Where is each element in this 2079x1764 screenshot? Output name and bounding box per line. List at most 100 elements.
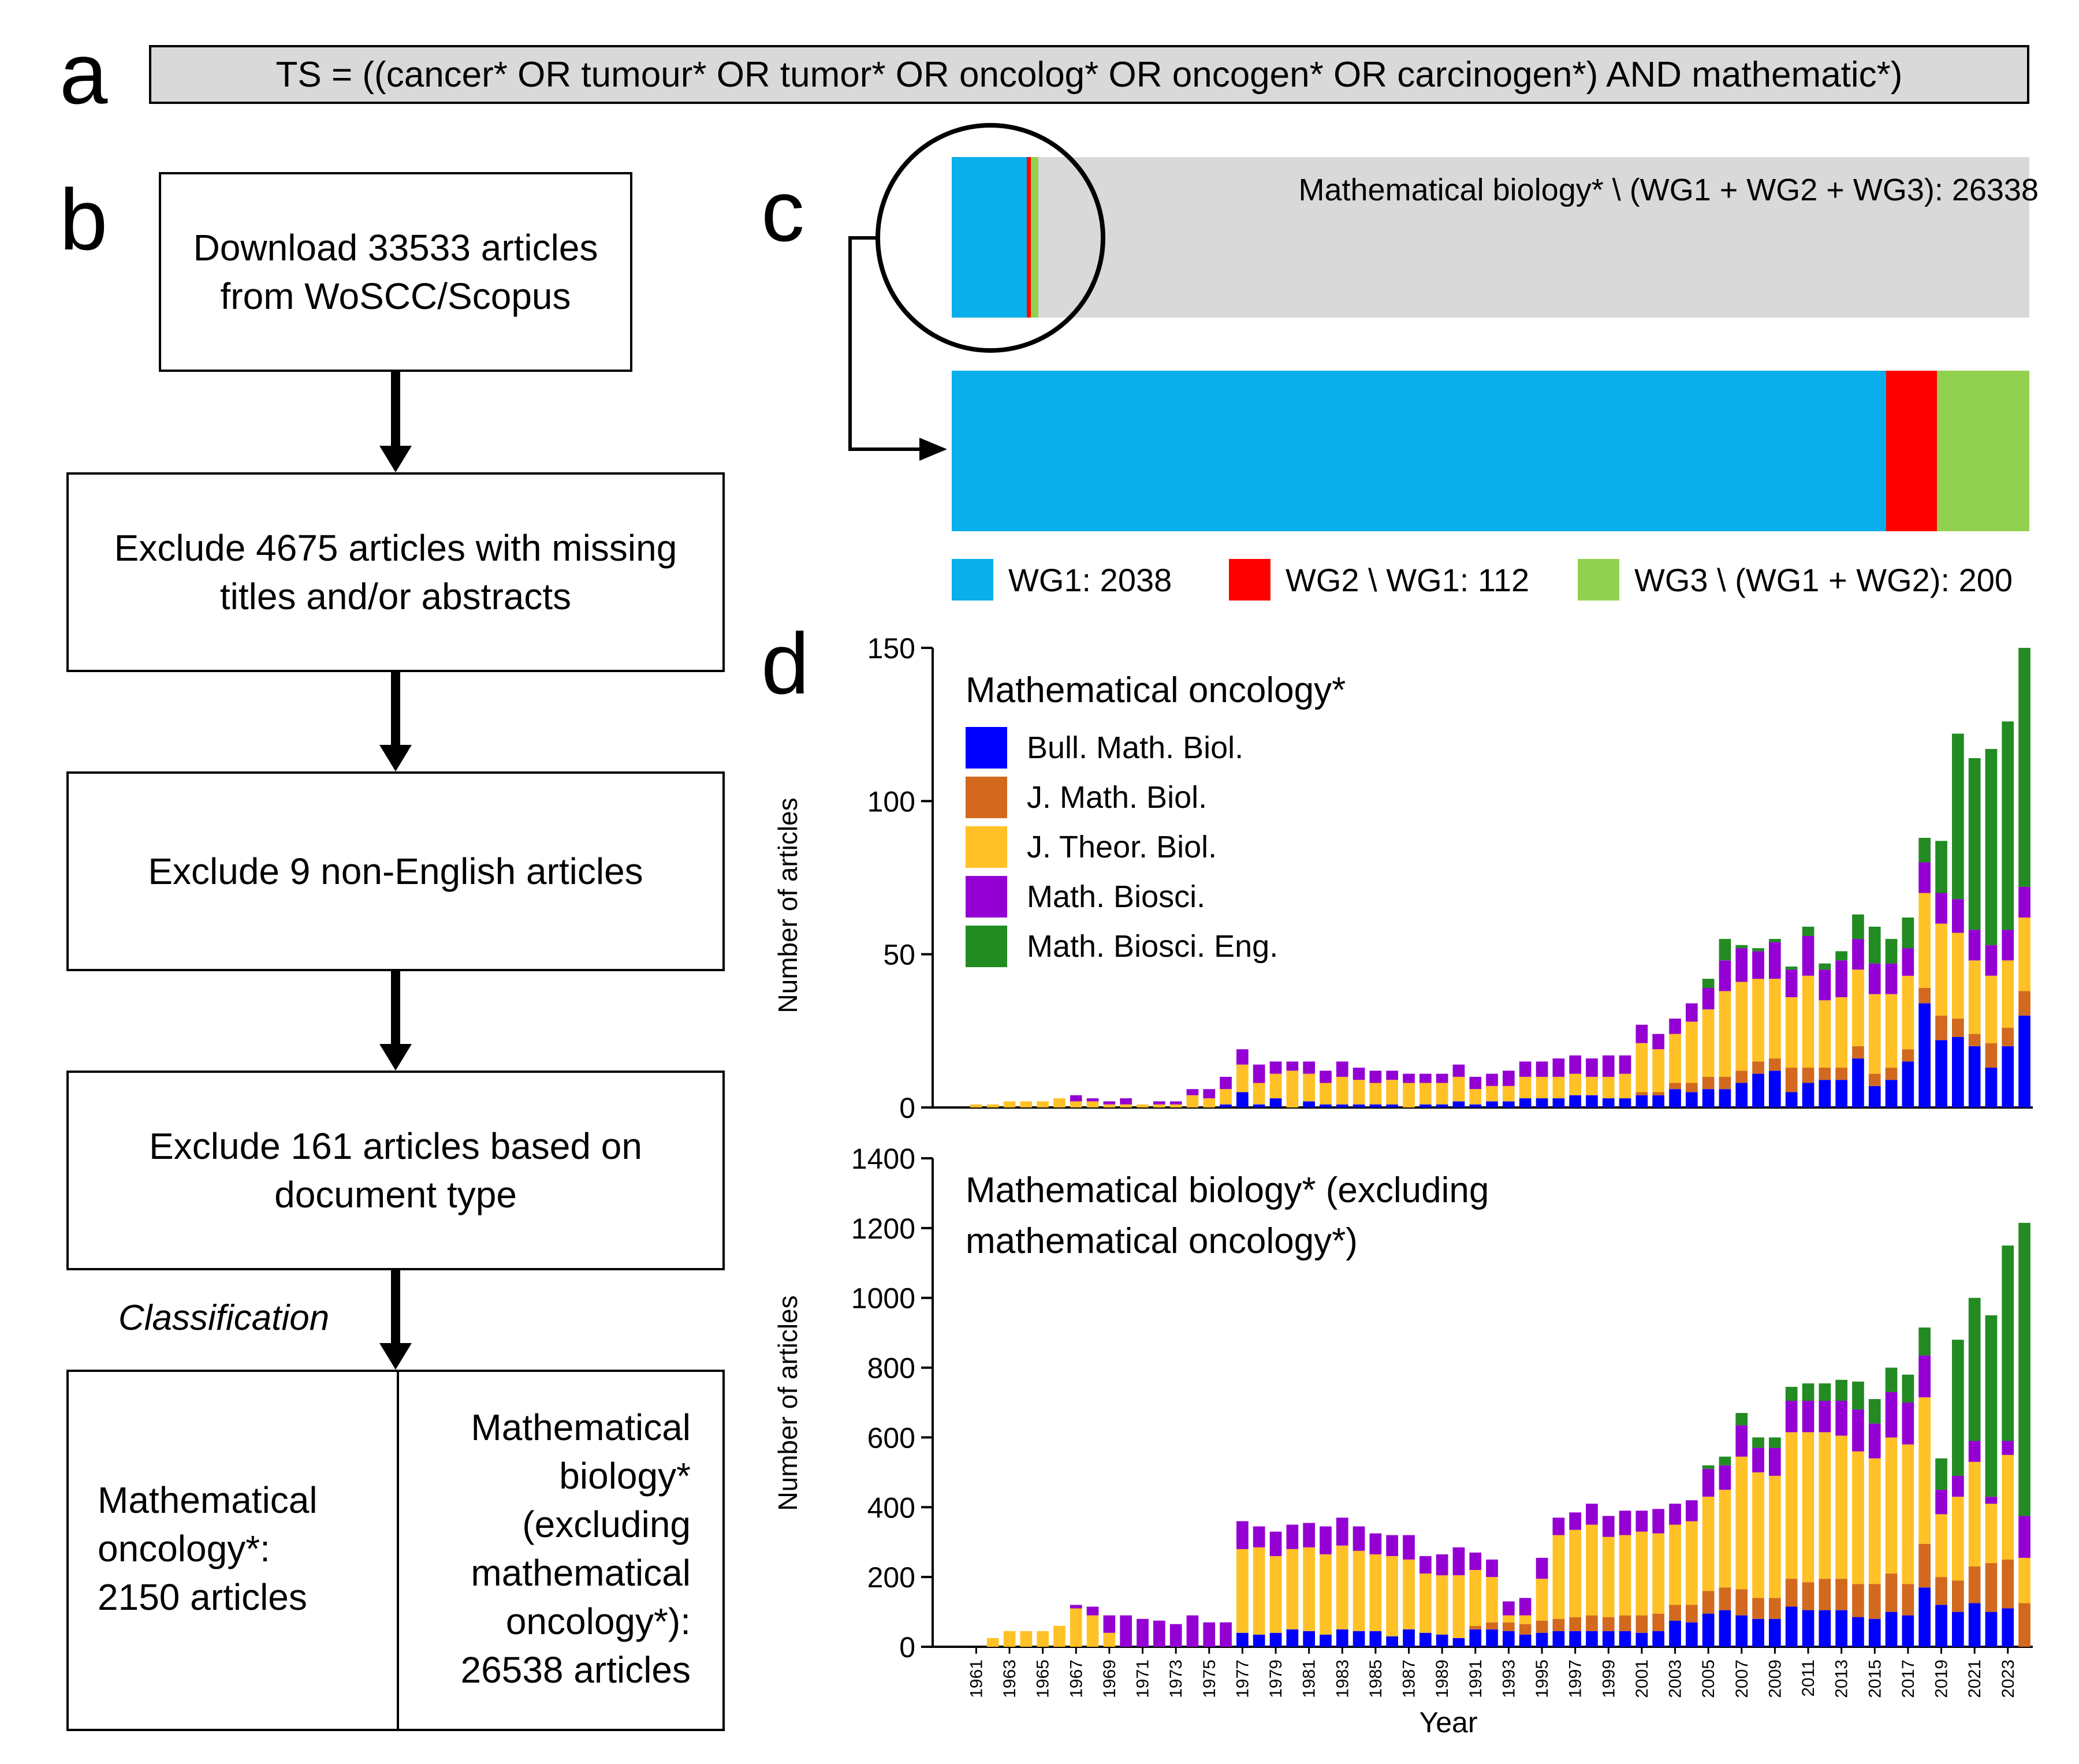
- result-biology-line2: biology*: [559, 1455, 691, 1497]
- oncology-bar-1991-bull: [1469, 1104, 1482, 1107]
- oncology-bar-2004-jtb: [1686, 1021, 1698, 1083]
- biology-xtick-label: 2007: [1732, 1659, 1752, 1698]
- biology-bar-1999-jmb: [1602, 1617, 1615, 1631]
- biology-bar-2017-bull: [1902, 1615, 1914, 1647]
- biology-bar-2013-bull: [1835, 1610, 1847, 1647]
- oncology-bar-1983-mbs: [1336, 1061, 1348, 1077]
- oncology-bar-1975-mbs: [1203, 1089, 1216, 1099]
- oncology-bar-2005-mbe: [1702, 979, 1715, 988]
- biology-bar-1979-jtb: [1269, 1556, 1282, 1633]
- biology-bar-2004-mbs: [1686, 1500, 1698, 1521]
- biology-bar-2015-jmb: [1868, 1584, 1881, 1619]
- oncology-bar-1992-bull: [1486, 1101, 1498, 1107]
- oncology-bar-2010-bull: [1785, 1092, 1798, 1107]
- biology-bar-1999-mbs: [1602, 1516, 1615, 1537]
- biology-bar-2007-bull: [1735, 1615, 1748, 1647]
- oncology-bar-2000-mbs: [1619, 1055, 1631, 1074]
- oncology-bar-2007-jmb: [1735, 1071, 1748, 1083]
- oncology-bar-2005-mbs: [1702, 988, 1715, 1010]
- oncology-bar-1971-jtb: [1137, 1104, 1149, 1107]
- legend-bull-label: Bull. Math. Biol.: [1027, 730, 1244, 765]
- biology-bar-1984-bull: [1353, 1631, 1365, 1647]
- biology-bar-2024-mbe: [2018, 1222, 2030, 1516]
- oncology-ytick-label: 50: [883, 939, 915, 971]
- biology-bar-2023-jtb: [2002, 1455, 2014, 1560]
- biology-bar-1996-jmb: [1552, 1618, 1565, 1631]
- biology-bar-2012-bull: [1819, 1610, 1831, 1647]
- oncology-bar-1978-bull: [1253, 1104, 1265, 1107]
- biology-bar-1991-jmb: [1469, 1625, 1482, 1629]
- biology-bar-2003-jmb: [1669, 1605, 1681, 1621]
- oncology-ytick-label: 0: [899, 1092, 915, 1124]
- biology-bar-1962-jtb: [986, 1638, 999, 1647]
- oncology-bar-2005-jmb: [1702, 1076, 1715, 1090]
- biology-xtick-label: 1995: [1533, 1659, 1552, 1698]
- legend-wg2-swatch: [1229, 559, 1270, 601]
- biology-xtick-label: 1973: [1167, 1659, 1186, 1698]
- biology-bar-1994-jmb: [1519, 1624, 1532, 1635]
- biology-bar-2005-jmb: [1702, 1591, 1715, 1614]
- biology-bar-2009-mbs: [1769, 1448, 1781, 1476]
- flow-arrow-1-head: [379, 446, 412, 472]
- x-axis-label: Year: [1419, 1706, 1477, 1739]
- oncology-bar-1974-mbs: [1186, 1089, 1199, 1095]
- oncology-bar-1986-bull: [1386, 1104, 1398, 1107]
- biology-bar-1985-mbs: [1369, 1533, 1382, 1554]
- oncology-bar-2017-jtb: [1902, 975, 1914, 1050]
- biology-bar-1998-bull: [1586, 1631, 1598, 1647]
- oncology-bar-1994-jtb: [1519, 1076, 1532, 1098]
- biology-bar-2005-jtb: [1702, 1497, 1715, 1591]
- oncology-bar-1999-bull: [1602, 1098, 1615, 1107]
- top-y-axis-label: Number of articles: [773, 797, 803, 1013]
- oncology-bar-2012-jmb: [1819, 1068, 1831, 1080]
- oncology-bar-2022-bull: [1985, 1068, 1998, 1107]
- oncology-bar-2012-bull: [1819, 1080, 1831, 1107]
- oncology-bar-2008-jmb: [1752, 1061, 1764, 1074]
- oncology-bar-1977-jtb: [1236, 1064, 1249, 1092]
- oncology-bar-1995-bull: [1536, 1098, 1548, 1107]
- biology-bar-2019-bull: [1935, 1605, 1947, 1647]
- flow-step-download-line2: from WoSCC/Scopus: [220, 275, 571, 317]
- biology-xtick-label: 2011: [1799, 1659, 1818, 1697]
- legend-jmb-label: J. Math. Biol.: [1027, 780, 1208, 815]
- biology-bar-1977-mbs: [1236, 1521, 1249, 1549]
- biology-bar-1969-mbs: [1103, 1615, 1116, 1633]
- oncology-bar-2021-mbs: [1968, 930, 1981, 961]
- oncology-bar-1986-mbs: [1386, 1071, 1398, 1080]
- oncology-bar-2018-jtb: [1918, 893, 1931, 988]
- oncology-bar-2000-jtb: [1619, 1073, 1631, 1099]
- oncology-bar-1988-jtb: [1419, 1083, 1432, 1105]
- biology-bar-2016-jmb: [1885, 1573, 1898, 1612]
- oncology-bar-2014-bull: [1852, 1058, 1864, 1107]
- biology-bar-1981-jtb: [1303, 1547, 1315, 1631]
- oncology-bar-2017-mbe: [1902, 918, 1914, 949]
- oncology-ytick-label: 100: [867, 785, 915, 818]
- biology-xtick-label: 1993: [1499, 1659, 1518, 1698]
- biology-bar-2018-mbs: [1918, 1355, 1931, 1397]
- biology-bar-1979-mbs: [1269, 1531, 1282, 1556]
- biology-bar-2017-jtb: [1902, 1444, 1914, 1584]
- biology-bar-1988-mbs: [1419, 1556, 1432, 1574]
- biology-bar-1995-jmb: [1536, 1620, 1548, 1633]
- oncology-bar-1978-mbs: [1253, 1064, 1265, 1083]
- oncology-bar-1989-bull: [1436, 1104, 1448, 1107]
- oncology-bar-1973-mbs: [1169, 1101, 1182, 1105]
- oncology-bar-1996-bull: [1552, 1098, 1565, 1107]
- oncology-bar-2017-jmb: [1902, 1049, 1914, 1062]
- legend-mbe-swatch: [966, 926, 1007, 967]
- oncology-bar-2008-jtb: [1752, 979, 1764, 1062]
- oncology-bar-1984-mbs: [1353, 1068, 1365, 1080]
- legend-mbs-swatch: [966, 876, 1007, 918]
- biology-bar-2021-jtb: [1968, 1461, 1981, 1567]
- biology-bar-1971-mbs: [1137, 1618, 1149, 1647]
- oncology-bar-2007-mbs: [1735, 948, 1748, 982]
- biology-bar-1966-jtb: [1053, 1625, 1065, 1647]
- biology-bar-2013-mbs: [1835, 1401, 1847, 1436]
- biology-bar-1990-bull: [1452, 1638, 1465, 1647]
- classification-label: Classification: [118, 1298, 330, 1338]
- oncology-bar-1976-jtb: [1220, 1089, 1232, 1105]
- biology-xtick-label: 2013: [1832, 1659, 1851, 1698]
- oncology-bar-1990-jtb: [1452, 1076, 1465, 1102]
- biology-bar-2005-mbs: [1702, 1468, 1715, 1497]
